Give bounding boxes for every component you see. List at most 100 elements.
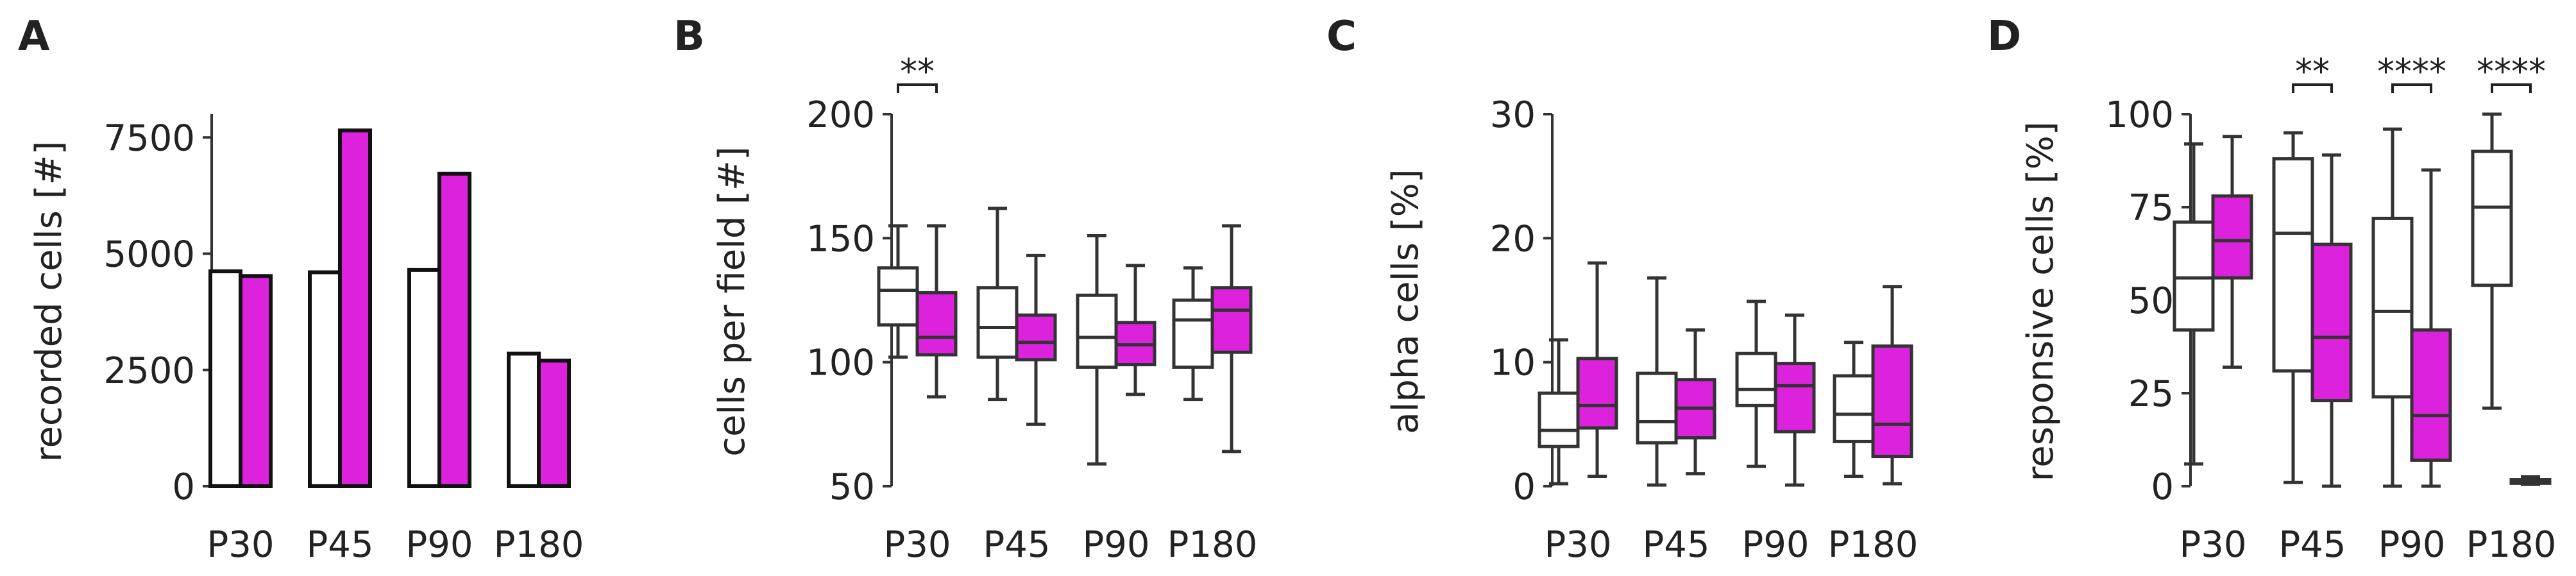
significance-label: **** <box>2477 51 2546 92</box>
x-tick-label: P90 <box>2378 524 2445 566</box>
box-treatment <box>1210 224 1253 453</box>
y-tick-label: 50 <box>829 466 875 508</box>
y-tick-label: 150 <box>806 218 875 260</box>
box-iqr <box>2272 157 2314 373</box>
x-tick-label: P30 <box>2179 524 2246 566</box>
box-control <box>2173 142 2215 466</box>
y-tick-label: 100 <box>806 343 875 384</box>
box-control <box>877 224 919 359</box>
significance-label: ** <box>900 51 935 92</box>
x-tick-label: P30 <box>883 524 951 566</box>
x-tick-label: P180 <box>1828 524 1919 566</box>
box-treatment <box>1114 264 1157 396</box>
box-control <box>1636 276 1678 487</box>
y-tick-label: 50 <box>2128 280 2174 322</box>
y-tick-label: 200 <box>806 94 875 136</box>
y-tick-label: 0 <box>172 466 195 508</box>
box-iqr <box>2371 216 2414 399</box>
box-treatment <box>915 224 958 399</box>
y-tick-label: 2500 <box>103 350 195 392</box>
bar-treatment <box>537 359 571 488</box>
x-tick-label: P180 <box>494 524 584 566</box>
y-tick-label: 10 <box>1490 343 1536 384</box>
box-control <box>1735 300 1777 468</box>
y-tick-label: 7500 <box>103 117 195 159</box>
box-iqr <box>1015 313 1057 362</box>
x-tick-label: P30 <box>1544 524 1611 566</box>
y-tick-label: 0 <box>2151 466 2174 508</box>
panel-letter: C <box>1326 13 1357 60</box>
box-control <box>2371 127 2414 488</box>
y-tick-label: 75 <box>2128 187 2174 229</box>
bar-treatment <box>338 128 372 488</box>
box-iqr <box>1871 344 1913 459</box>
box-iqr <box>2410 328 2452 462</box>
box-control <box>2272 131 2314 484</box>
box-iqr <box>1172 298 1214 369</box>
panel-letter: B <box>674 13 705 60</box>
bar-control <box>407 267 441 488</box>
box-treatment <box>1576 261 1618 479</box>
significance-bracket <box>2491 83 2532 93</box>
box-iqr <box>2211 194 2253 280</box>
y-axis-label: alpha cells [%] <box>1385 169 1427 434</box>
box-iqr <box>976 286 1019 359</box>
x-tick-label: P30 <box>207 524 274 566</box>
panel-b: B cells per field [#] 50 100 150 200 P30 P45 P… <box>674 13 1257 566</box>
box-iqr <box>877 266 919 327</box>
panel-letter: A <box>18 13 50 60</box>
bar-control <box>208 269 242 488</box>
box-iqr <box>2310 242 2353 403</box>
bar-control <box>507 352 541 488</box>
box-treatment <box>2310 153 2353 488</box>
y-tick-label: 30 <box>1490 94 1536 136</box>
significance-bracket <box>897 83 938 93</box>
box-iqr <box>1735 352 1777 407</box>
box-iqr <box>1210 286 1253 354</box>
box-treatment <box>1871 285 1913 486</box>
significance-label: **** <box>2377 51 2446 92</box>
bar-treatment <box>437 171 471 488</box>
x-tick-label: P90 <box>405 524 473 566</box>
x-tick-label: P45 <box>306 524 373 566</box>
box-iqr <box>1833 374 1875 443</box>
box-iqr <box>1076 293 1118 369</box>
x-tick-label: P180 <box>2466 524 2557 566</box>
box-control <box>2471 112 2513 410</box>
box-control <box>1833 341 1875 479</box>
x-tick-label: P45 <box>1642 524 1709 566</box>
x-tick-label: P90 <box>1082 524 1149 566</box>
panel-d: D responsive cells [%] 0 25 50 75 100 P30 P45 P… <box>1987 13 2556 566</box>
box-iqr <box>1636 371 1678 445</box>
box-iqr <box>1576 357 1618 430</box>
panel-letter: D <box>1987 13 2021 60</box>
y-tick-label: 100 <box>2105 94 2174 136</box>
box-treatment <box>2211 135 2253 369</box>
box-control <box>976 207 1019 402</box>
y-tick-label: 25 <box>2128 373 2174 415</box>
significance-bracket <box>2292 83 2333 93</box>
box-iqr <box>915 291 958 357</box>
box-treatment <box>1015 253 1057 426</box>
y-axis-label: responsive cells [%] <box>2020 121 2062 481</box>
box-treatment <box>1774 313 1816 487</box>
y-axis-label: cells per field [#] <box>711 146 753 456</box>
significance-label: ** <box>2295 51 2330 92</box>
significance-bracket <box>2391 83 2432 93</box>
bar-control <box>308 270 342 488</box>
box-control <box>1076 233 1118 466</box>
bar-treatment <box>239 274 273 488</box>
box-treatment <box>2509 475 2552 486</box>
x-tick-label: P45 <box>2278 524 2346 566</box>
y-axis-label: recorded cells [#] <box>28 141 70 462</box>
x-tick-label: P90 <box>1741 524 1809 566</box>
box-control <box>1538 338 1580 486</box>
panel-c: C alpha cells [%] 0 10 20 30 P30 P45 P90 P180 <box>1326 13 1918 566</box>
y-tick-label: 20 <box>1490 218 1536 260</box>
y-tick-label: 5000 <box>103 234 195 276</box>
box-treatment <box>2410 168 2452 488</box>
y-tick-label: 0 <box>1513 466 1536 508</box>
box-iqr <box>1774 362 1816 434</box>
x-tick-label: P180 <box>1167 524 1258 566</box>
